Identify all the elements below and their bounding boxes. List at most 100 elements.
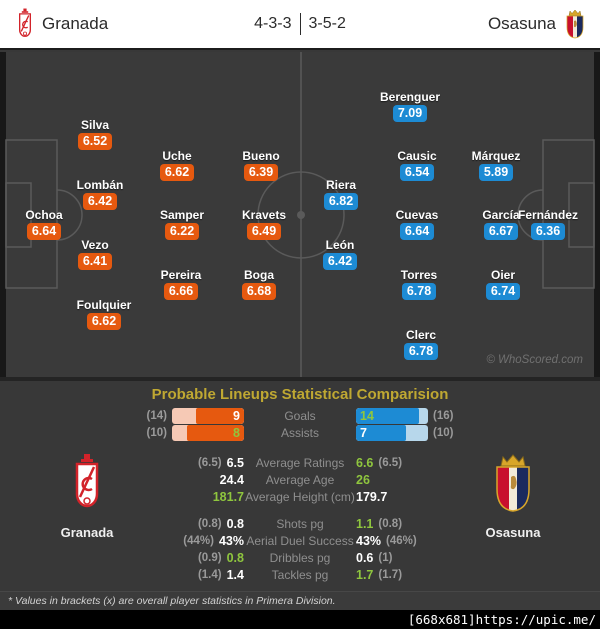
home-cell: (6.5) 6.5 (0, 456, 248, 470)
home-team-badge: Granada (27, 453, 147, 540)
home-overall-value: (6.5) (197, 456, 222, 469)
watermark: © WhoScored.com (486, 354, 583, 366)
stat-label: Assists (248, 426, 352, 440)
stat-label-text: Shots pg (276, 516, 324, 531)
player-home[interactable]: Bueno 6.39 (211, 149, 311, 181)
player-rating-badge: 6.74 (485, 283, 521, 300)
player-rating-badge: 6.62 (86, 313, 122, 330)
away-overall-value: (6.5) (378, 456, 403, 469)
player-name[interactable]: Bueno (242, 149, 280, 163)
player-home[interactable]: Kravets 6.49 (214, 208, 314, 240)
bars-block: (14) 9 Goals 14 (16) (10) 8 Assists 7 (10) (0, 407, 600, 441)
player-name[interactable]: García (482, 208, 520, 222)
home-value: 43% (218, 533, 244, 548)
player-name[interactable]: Riera (325, 178, 357, 192)
player-name[interactable]: Cuevas (395, 208, 439, 222)
bar-row: (14) 9 Goals 14 (16) (0, 407, 600, 424)
section-divider (0, 377, 600, 381)
away-bar-fill (356, 407, 419, 424)
player-name[interactable]: Pereira (160, 268, 202, 282)
player-rating-badge: 6.42 (322, 253, 358, 270)
stat-row: (1.4) 1.4 Tackles pg 1.7 (1.7) (0, 566, 600, 583)
player-away[interactable]: Causic 6.54 (367, 149, 467, 181)
footnote: * Values in brackets (x) are overall pla… (0, 591, 600, 610)
player-name[interactable]: Berenguer (379, 90, 441, 104)
player-rating-badge: 7.09 (392, 105, 428, 122)
stat-label-text: Average Age (265, 472, 335, 487)
away-value: 26 (356, 472, 370, 487)
player-away[interactable]: León 6.42 (290, 238, 390, 270)
stat-label-text: Tackles pg (271, 567, 329, 582)
away-cell: 7 (10) (352, 424, 600, 441)
player-away[interactable]: Cuevas 6.64 (367, 208, 467, 240)
home-bar-fill (195, 407, 244, 424)
player-home[interactable]: Silva 6.52 (45, 118, 145, 150)
player-away[interactable]: Oier 6.74 (453, 268, 553, 300)
player-home[interactable]: Pereira 6.66 (131, 268, 231, 300)
player-name[interactable]: Causic (397, 149, 437, 163)
player-name[interactable]: Uche (162, 149, 192, 163)
player-name[interactable]: Clerc (405, 328, 437, 342)
away-team-name[interactable]: Osasuna (487, 14, 556, 33)
pitch: Ochoa 6.64 Silva 6.52 Lombán 6.42 Vezo 6.41 Foul… (0, 52, 600, 377)
home-value: 1.4 (226, 567, 244, 582)
player-away[interactable]: Fernández 6.36 (498, 208, 598, 240)
home-bar: 9 (172, 407, 244, 424)
formations: 4-3-3 3-5-2 (0, 0, 600, 48)
away-cell: 179.7 (352, 490, 600, 504)
stat-label: Average Age (248, 473, 352, 487)
player-away[interactable]: Berenguer 7.09 (360, 90, 460, 122)
osasuna-crest (496, 454, 530, 512)
home-team-header[interactable]: Granada (17, 0, 108, 48)
player-name[interactable]: Silva (80, 118, 110, 132)
away-value: 1.7 (356, 567, 374, 582)
player-home[interactable]: Vezo 6.41 (45, 238, 145, 270)
player-name[interactable]: Ochoa (25, 208, 63, 222)
away-formation: 3-5-2 (308, 15, 346, 32)
player-name[interactable]: León (325, 238, 355, 252)
player-away[interactable]: Márquez 5.89 (446, 149, 546, 181)
player-away[interactable]: García 6.67 (451, 208, 551, 240)
player-home[interactable]: Boga 6.68 (209, 268, 309, 300)
stat-row: (44%) 43% Aerial Duel Success 43% (46%) (0, 532, 600, 549)
player-name[interactable]: Samper (159, 208, 205, 222)
player-rating-badge: 6.78 (403, 343, 439, 360)
home-bar-fill (187, 424, 244, 441)
bar-row: (10) 8 Assists 7 (10) (0, 424, 600, 441)
player-rating-badge: 6.66 (163, 283, 199, 300)
player-home[interactable]: Lombán 6.42 (50, 178, 150, 210)
stat-label-text: Average Ratings (255, 455, 345, 470)
stat-label-text: Dribbles pg (269, 550, 331, 565)
stat-row: (0.9) 0.8 Dribbles pg 0.6 (1) (0, 549, 600, 566)
player-home[interactable]: Uche 6.62 (127, 149, 227, 181)
home-value: 0.8 (226, 550, 244, 565)
player-home[interactable]: Ochoa 6.64 (0, 208, 94, 240)
away-team-header[interactable]: Osasuna (488, 0, 585, 48)
player-rating-badge: 6.54 (399, 164, 435, 181)
player-away[interactable]: Clerc 6.78 (371, 328, 471, 360)
player-name[interactable]: Lombán (76, 178, 124, 192)
player-away[interactable]: Riera 6.82 (291, 178, 391, 210)
player-name[interactable]: Foulquier (76, 298, 132, 312)
player-name[interactable]: Torres (400, 268, 438, 282)
player-rating-badge: 6.62 (159, 164, 195, 181)
player-name[interactable]: Oier (490, 268, 515, 282)
home-team-name[interactable]: Granada (42, 14, 109, 33)
credit-link[interactable]: [668x681]https://upic.me/ (407, 612, 596, 627)
player-away[interactable]: Torres 6.78 (369, 268, 469, 300)
player-home[interactable]: Samper 6.22 (132, 208, 232, 240)
away-cell: 26 (352, 473, 600, 487)
home-cell: (0.8) 0.8 (0, 517, 248, 531)
player-name[interactable]: Márquez (471, 149, 521, 163)
player-name[interactable]: Boga (244, 268, 274, 282)
credit-bar: [668x681]https://upic.me/ (0, 610, 600, 629)
away-cell: 1.7 (1.7) (352, 568, 600, 582)
stat-label: Dribbles pg (248, 551, 352, 565)
player-name[interactable]: Fernández (517, 208, 578, 222)
away-value: 0.6 (356, 550, 374, 565)
player-name[interactable]: Kravets (241, 208, 287, 222)
player-rating-badge: 6.49 (246, 223, 282, 240)
player-home[interactable]: Foulquier 6.62 (54, 298, 154, 330)
player-name[interactable]: Vezo (81, 238, 109, 252)
